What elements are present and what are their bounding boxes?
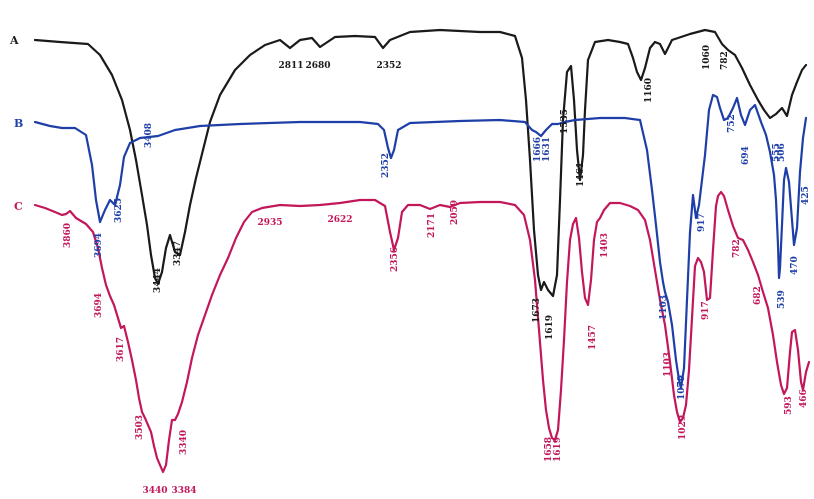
peak-label-c-1457: 1457: [588, 325, 598, 350]
peak-label-c-1658: 1658: [544, 437, 554, 462]
peak-label-b-1631: 1631: [542, 137, 552, 162]
peak-label-b-3694: 3694: [94, 233, 104, 258]
peak-label-a-2811: 2811: [278, 61, 303, 71]
series-a-name: A: [9, 34, 19, 47]
peak-label-b-752: 752: [727, 114, 737, 133]
peak-label-b-470: 470: [790, 256, 800, 275]
peak-label-a-2352: 2352: [376, 61, 401, 71]
series-c-line: [33, 190, 811, 474]
peak-label-b-694: 694: [741, 146, 751, 165]
peak-label-c-782: 782: [732, 239, 742, 258]
peak-label-c-3503: 3503: [135, 415, 145, 440]
peak-label-c-1103: 1103: [663, 352, 673, 377]
peak-label-b-425: 425: [801, 186, 811, 205]
peak-label-a-1619: 1619: [545, 315, 555, 340]
peak-label-b-506: 506: [777, 143, 787, 162]
peak-label-c-593: 593: [784, 396, 794, 415]
peak-label-b-1103: 1103: [659, 295, 669, 320]
peak-label-c-2935: 2935: [257, 218, 282, 228]
peak-label-a-3347: 3347: [173, 241, 183, 266]
peak-label-c-682: 682: [753, 286, 763, 305]
series-a-line: [33, 28, 808, 298]
peak-label-c-1619: 1619: [553, 437, 563, 462]
peak-label-a-2680: 2680: [305, 61, 330, 71]
peak-label-a-782: 782: [720, 51, 730, 70]
peak-label-c-466: 466: [799, 389, 809, 408]
peak-label-a-1673: 1673: [532, 298, 542, 323]
peak-label-a-1535: 1535: [560, 109, 570, 134]
peak-label-c-2059: 2059: [450, 200, 460, 225]
peak-label-b-539: 539: [777, 290, 787, 309]
peak-label-c-3694: 3694: [94, 293, 104, 318]
peak-label-c-2622: 2622: [327, 215, 352, 225]
peak-label-b-3408: 3408: [144, 123, 154, 148]
peak-label-b-1079: 1079: [677, 375, 687, 400]
peak-label-b-555: 555: [772, 143, 782, 162]
peak-label-c-2171: 2171: [427, 213, 437, 238]
peak-label-c-1403: 1403: [600, 233, 610, 258]
peak-label-c-3440: 3440: [142, 486, 167, 496]
peak-label-c-3617: 3617: [116, 337, 126, 362]
peak-label-a-1160: 1160: [644, 78, 654, 103]
peak-label-b-2352: 2352: [381, 153, 391, 178]
peak-label-c-1029: 1029: [678, 415, 688, 440]
series-layer: [33, 28, 811, 474]
peak-label-c-917: 917: [701, 301, 711, 320]
peak-label-a-1461: 1461: [576, 162, 586, 187]
peak-label-b-917: 917: [697, 213, 707, 232]
peak-label-c-3340: 3340: [179, 430, 189, 455]
series-b-line: [33, 93, 808, 390]
series-c-name: C: [14, 200, 23, 213]
peak-label-b-3625: 3625: [114, 198, 124, 223]
peak-label-a-1060: 1060: [702, 45, 712, 70]
peak-label-b-1666: 1666: [533, 137, 543, 162]
peak-label-c-3860: 3860: [63, 223, 73, 248]
peak-label-a-3444: 3444: [153, 268, 163, 293]
peak-label-c-2356: 2356: [390, 247, 400, 272]
series-b-name: B: [14, 117, 23, 130]
peak-label-c-3384: 3384: [171, 486, 196, 496]
